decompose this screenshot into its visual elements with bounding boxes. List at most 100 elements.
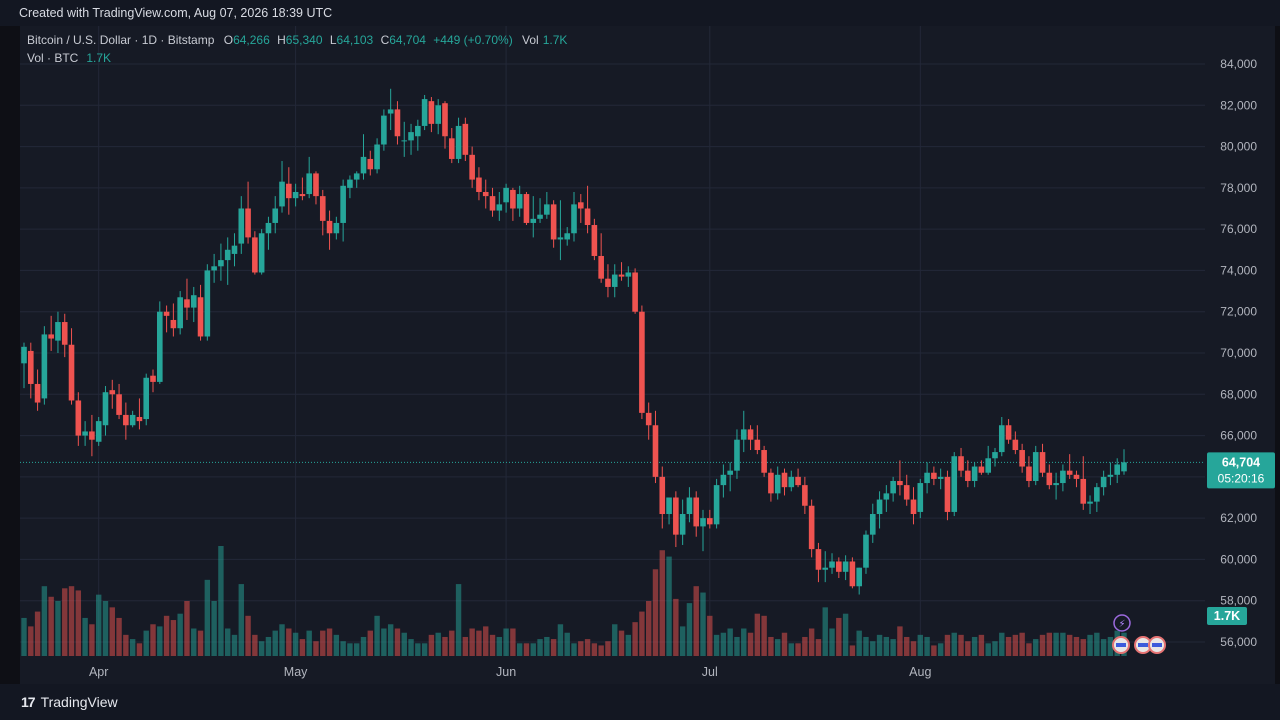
close-key: C — [380, 33, 390, 47]
price-tick-label: 62,000 — [1220, 511, 1257, 525]
time-tick-label: Jun — [496, 665, 516, 679]
volume-bar — [191, 628, 197, 656]
volume-bar — [204, 579, 211, 656]
volume-bar — [28, 626, 34, 656]
volume-bar — [354, 643, 360, 656]
candle-body — [462, 123, 469, 155]
candle-body — [177, 297, 183, 329]
volume-bar — [143, 630, 149, 656]
candle-body — [686, 497, 693, 515]
candle-body — [537, 214, 543, 219]
volume-bar — [211, 601, 217, 656]
candle-body — [1019, 450, 1025, 467]
chart-panel[interactable] — [20, 26, 1275, 684]
volume-bar — [272, 630, 278, 656]
volume-bar — [584, 639, 591, 656]
volume-bar — [62, 588, 68, 656]
candle-body — [632, 272, 638, 312]
volume-bar — [557, 624, 564, 656]
candle-body — [204, 270, 211, 337]
candle-body — [890, 480, 896, 494]
volume-bar — [367, 630, 373, 656]
volume-bar — [510, 628, 516, 656]
candle-body — [353, 173, 360, 180]
candle-body — [476, 177, 482, 192]
last-price-box — [1207, 452, 1275, 489]
volume-bar — [75, 590, 82, 656]
volume-bar — [197, 630, 204, 656]
volume-bar — [1039, 634, 1046, 656]
volume-bar — [544, 636, 550, 656]
candle-body — [224, 249, 231, 261]
candle-body — [740, 429, 747, 440]
flag-stripe — [1138, 643, 1148, 647]
candle-body — [258, 233, 265, 273]
candle-body — [564, 233, 571, 240]
candle-body — [218, 260, 224, 267]
volume-bar — [320, 630, 326, 656]
candle-body — [197, 297, 204, 337]
candle-body — [1087, 501, 1093, 504]
tradingview-brand[interactable]: 17 TradingView — [21, 694, 118, 710]
volume-bar — [1080, 639, 1086, 656]
time-tick-label: May — [284, 665, 308, 679]
volume-bar — [225, 628, 231, 656]
open-key: O — [223, 33, 234, 47]
candle-body — [299, 194, 306, 197]
volume-bar — [55, 601, 61, 656]
volume-bar — [41, 586, 48, 656]
candle-body — [550, 204, 557, 240]
candle-body — [319, 196, 326, 221]
volume-bar — [951, 632, 957, 656]
high-value: 65,340 — [285, 33, 323, 47]
volume-bar — [286, 628, 292, 656]
candle-body — [367, 158, 374, 170]
candle-body — [510, 189, 516, 209]
candle-body — [340, 185, 346, 223]
symbol-label[interactable]: Bitcoin / U.S. Dollar · 1D · Bitstamp — [27, 33, 215, 47]
vol-btc-key[interactable]: Vol · BTC — [27, 51, 79, 65]
candle-body — [170, 319, 177, 329]
candle-body — [347, 179, 353, 188]
price-tick-label: 80,000 — [1220, 140, 1257, 154]
candle-body — [693, 497, 700, 527]
candle-body — [252, 237, 258, 273]
low-key: L — [329, 33, 337, 47]
volume-bar — [734, 636, 740, 656]
candle-body — [958, 456, 964, 471]
volume-bar — [503, 628, 509, 656]
candle-body — [1114, 464, 1121, 475]
candle-body — [184, 299, 190, 308]
candle-body — [707, 518, 713, 525]
volume-bar — [822, 607, 828, 656]
vol-value: 1.7K — [542, 33, 568, 47]
candle-body — [795, 476, 801, 486]
volume-bar — [1107, 636, 1114, 656]
candle-body — [673, 497, 679, 535]
flag-stripe — [1116, 643, 1126, 647]
candle-body — [754, 439, 761, 451]
volume-bar — [720, 632, 727, 656]
volume-bar — [992, 641, 998, 656]
volume-bar — [876, 634, 883, 656]
volume-bar — [1100, 639, 1107, 656]
volume-bar — [564, 632, 570, 656]
candle-body — [713, 485, 720, 525]
volume-bar — [815, 639, 822, 656]
volume-bar — [374, 615, 380, 656]
volume-bar — [129, 639, 136, 656]
volume-bar — [1094, 632, 1100, 656]
volume-bar — [605, 641, 611, 656]
volume-bar — [442, 636, 448, 656]
candle-body — [21, 346, 27, 364]
candle-body — [652, 425, 659, 477]
footer-bar — [0, 684, 1280, 720]
volume-bar — [150, 624, 156, 656]
close-value: 64,704 — [389, 33, 426, 47]
candlestick-chart[interactable]: 84,000 82,000 80,000 78,000 76,000 74,000 72,0… — [0, 0, 1280, 684]
candle-body — [774, 474, 781, 494]
volume-bar — [686, 603, 693, 656]
volume-bar — [747, 632, 754, 656]
candle-body — [394, 109, 401, 137]
volume-bar — [136, 643, 143, 656]
